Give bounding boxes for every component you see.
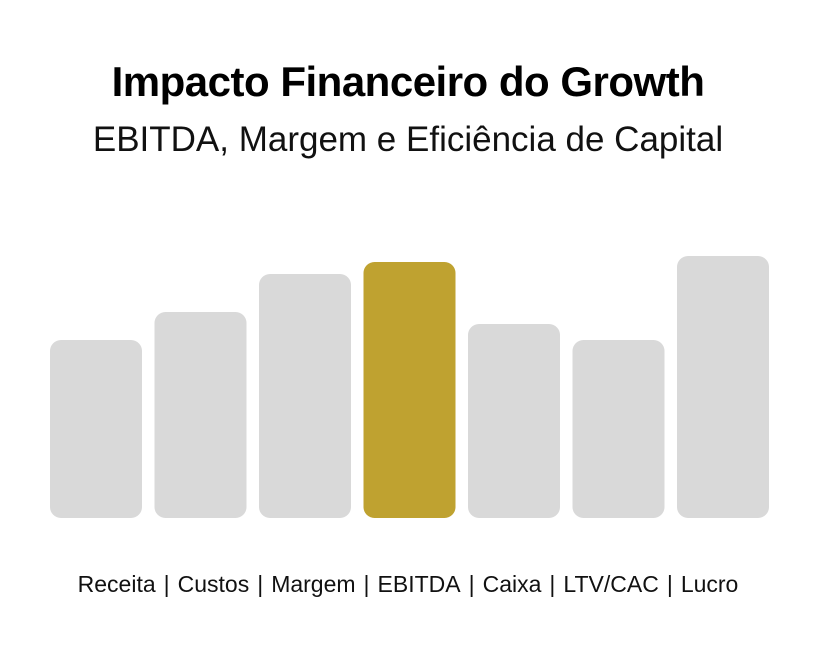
bar-ltv-cac [572,340,665,518]
label-separator: | [163,571,170,597]
chart-title: Impacto Financeiro do Growth [111,58,705,105]
bar-receita [50,340,142,518]
bar-lucro [677,256,769,518]
category-label: Receita [77,571,156,597]
label-separator: | [549,571,556,597]
label-separator: | [666,571,673,597]
category-label: Margem [271,571,356,597]
category-labels: Receita | Custos | Margem | EBITDA | Caixa | LTV/C… [0,571,816,598]
bar-custos [154,312,247,518]
label-separator: | [257,571,264,597]
category-label: LTV/CAC [563,571,659,597]
bar-ebitda [363,262,456,518]
label-separator: | [468,571,475,597]
category-label: Caixa [482,571,542,597]
bar-margem [259,274,351,518]
category-label: EBITDA [377,571,461,597]
chart-subtitle: EBITDA, Margem e Eficiência de Capital [92,120,724,159]
bar-caixa [468,324,560,518]
label-separator: | [363,571,370,597]
category-label: Custos [177,571,250,597]
category-label: Lucro [680,571,739,597]
